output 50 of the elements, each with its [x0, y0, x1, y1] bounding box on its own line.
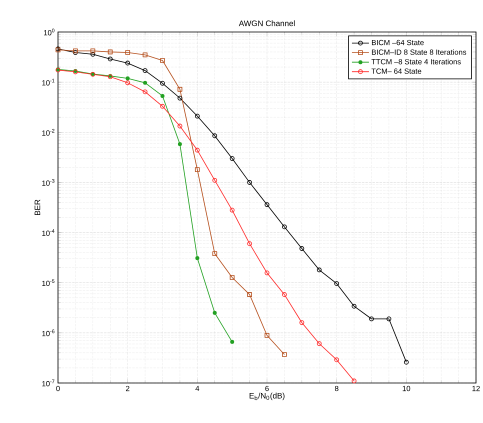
point: [194, 167, 200, 172]
point: [108, 50, 113, 54]
point: [386, 316, 392, 322]
point: [143, 80, 148, 85]
point: [369, 316, 374, 322]
point: [352, 304, 356, 309]
point: [178, 124, 182, 128]
point: [264, 333, 270, 338]
point: [142, 52, 148, 58]
point: [125, 50, 130, 55]
point: [230, 156, 235, 161]
point: [195, 256, 200, 260]
point: [247, 241, 252, 246]
point: [282, 352, 287, 357]
point: [264, 270, 270, 276]
point: [125, 80, 130, 86]
point: [142, 89, 148, 94]
point: [212, 178, 218, 183]
point: [247, 292, 252, 297]
point: [178, 142, 182, 146]
point: [230, 275, 235, 280]
point: [264, 202, 270, 208]
point: [194, 148, 200, 153]
point: [160, 104, 165, 109]
point: [334, 281, 340, 286]
point: [282, 292, 287, 297]
point: [160, 80, 165, 86]
point: [282, 224, 287, 230]
point: [108, 56, 113, 62]
point: [90, 48, 96, 54]
point: [126, 76, 130, 80]
point: [316, 268, 322, 272]
point: [334, 357, 340, 362]
point: [247, 180, 252, 185]
point: [160, 94, 164, 98]
point: [194, 114, 200, 119]
point: [212, 251, 218, 256]
point: [316, 341, 322, 346]
point: [160, 58, 165, 63]
point: [299, 320, 304, 326]
point: [212, 133, 218, 138]
point: [212, 310, 217, 315]
point: [230, 340, 234, 344]
point: [230, 208, 235, 213]
point: [125, 60, 130, 66]
point: [299, 246, 304, 251]
point: [178, 86, 182, 92]
point: [178, 96, 182, 101]
point: [90, 52, 96, 57]
point: [142, 68, 148, 73]
